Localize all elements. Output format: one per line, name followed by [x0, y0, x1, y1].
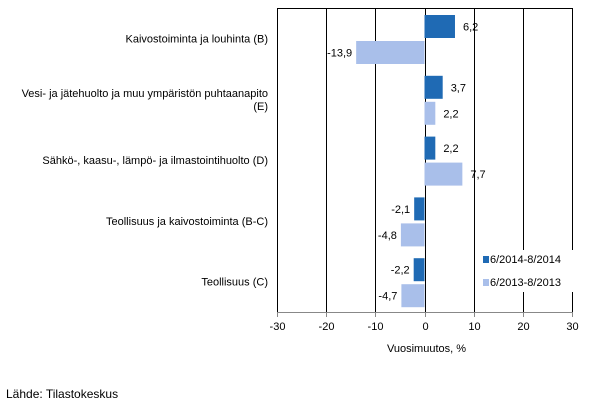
bar	[424, 15, 455, 38]
legend-background	[478, 250, 582, 292]
data-label: 2,2	[443, 143, 458, 155]
category-label: Kaivostoiminta ja louhinta (B)	[126, 33, 268, 45]
x-tick-label: -30	[270, 321, 286, 333]
bar	[424, 101, 436, 125]
category-label: Vesi- ja jätehuolto ja muu ympäristön pu…	[22, 88, 268, 100]
data-label: -2,1	[391, 204, 410, 216]
category-label: Teollisuus (C)	[201, 277, 268, 289]
data-label: -13,9	[327, 48, 352, 60]
data-label: -2,2	[391, 265, 410, 277]
data-label: 6,2	[463, 22, 478, 34]
bar	[413, 258, 425, 282]
x-axis-label: Vuosimuutos, %	[387, 343, 466, 355]
x-tick-label: 0	[422, 321, 428, 333]
data-label: -4,8	[378, 230, 397, 242]
bar	[424, 136, 436, 160]
x-tick-label: 10	[468, 321, 480, 333]
legend-swatch	[483, 279, 489, 286]
x-tick-label: -20	[319, 321, 335, 333]
bar	[356, 41, 425, 64]
data-label: -4,7	[378, 291, 397, 303]
x-tick-label: 30	[566, 321, 578, 333]
source-note: Lähde: Tilastokeskus	[6, 387, 119, 401]
category-label: Teollisuus ja kaivostoiminta (B-C)	[106, 216, 268, 228]
x-tick-label: 20	[517, 321, 529, 333]
bar	[424, 162, 463, 186]
x-tick-label: -10	[368, 321, 384, 333]
legend-swatch	[483, 256, 489, 263]
bar	[400, 223, 425, 247]
category-label: Sähkö-, kaasu-, lämpö- ja ilmastointihuo…	[42, 155, 268, 167]
bar	[414, 197, 425, 221]
data-label: 7,7	[470, 169, 485, 181]
bar	[424, 75, 443, 99]
data-label: 3,7	[451, 82, 466, 94]
category-label: (E)	[253, 101, 268, 113]
legend-label: 6/2013-8/2013	[490, 277, 561, 289]
bar	[401, 284, 425, 308]
data-label: 2,2	[443, 108, 458, 120]
legend-label: 6/2014-8/2014	[490, 254, 561, 266]
